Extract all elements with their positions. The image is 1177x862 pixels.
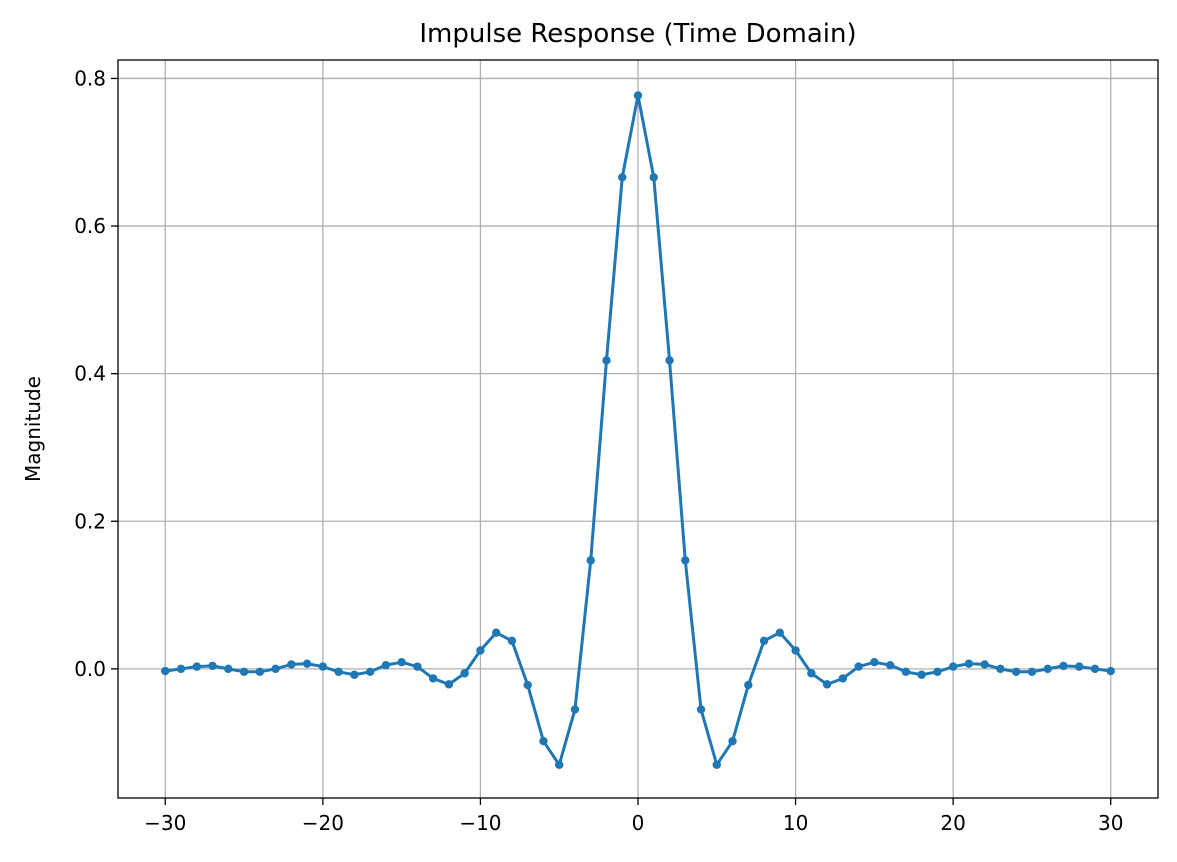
data-point: [744, 680, 753, 690]
x-tick-label: 10: [783, 811, 808, 835]
data-point: [996, 664, 1005, 674]
data-point: [271, 664, 280, 674]
grid: [118, 60, 1158, 798]
data-point: [933, 667, 942, 677]
data-point: [334, 667, 343, 677]
data-point: [1027, 667, 1037, 677]
data-point: [460, 669, 469, 678]
data-point: [302, 659, 312, 668]
x-tick-label: 0: [632, 811, 645, 835]
data-point: [885, 660, 895, 670]
y-tick-label: 0.6: [74, 214, 106, 238]
data-point: [476, 646, 485, 655]
data-point: [807, 669, 816, 678]
x-tick-label: −30: [144, 811, 186, 835]
data-point: [208, 661, 217, 671]
data-point: [618, 173, 627, 182]
y-tick-label: 0.8: [74, 66, 106, 90]
x-tick-label: −20: [302, 811, 344, 835]
data-point: [775, 628, 785, 637]
data-point: [555, 760, 564, 769]
data-point: [491, 628, 501, 637]
data-point: [507, 636, 517, 646]
data-point: [696, 705, 706, 714]
data-point: [964, 659, 974, 668]
data-point: [838, 674, 848, 683]
data-point: [224, 664, 233, 674]
data-point: [176, 664, 186, 674]
data-point: [239, 667, 249, 677]
data-point: [397, 658, 406, 667]
data-point: [1075, 662, 1084, 671]
data-point: [365, 667, 375, 677]
data-point: [854, 662, 863, 671]
data-point: [413, 662, 422, 671]
data-point: [728, 736, 737, 746]
data-point: [791, 646, 800, 655]
data-point: [649, 173, 658, 182]
data-point: [1106, 666, 1115, 676]
data-point: [759, 636, 769, 646]
data-point: [980, 660, 989, 669]
data-point: [1043, 664, 1052, 674]
data-point: [1059, 661, 1068, 671]
y-tick-label: 0.2: [74, 509, 106, 533]
data-point: [255, 667, 265, 677]
data-point: [1090, 664, 1100, 674]
data-point: [917, 670, 926, 679]
data-point: [586, 556, 595, 565]
data-point: [1011, 667, 1021, 677]
x-tick-label: −10: [459, 811, 501, 835]
x-tick-label: 20: [940, 811, 965, 835]
data-point: [444, 680, 454, 689]
x-tick-label: 30: [1098, 811, 1123, 835]
data-point: [539, 736, 548, 746]
plot-area: [161, 91, 1115, 769]
data-point: [381, 660, 391, 670]
y-tick-label: 0.0: [74, 657, 106, 681]
data-point: [602, 356, 611, 365]
y-axis-label: Magnitude: [21, 376, 45, 482]
data-point: [870, 658, 879, 667]
data-point: [192, 662, 201, 671]
data-point: [161, 666, 170, 676]
data-point: [633, 91, 643, 100]
y-tick-label: 0.4: [74, 362, 106, 386]
data-point: [822, 680, 832, 689]
data-point: [318, 662, 328, 671]
data-point: [665, 356, 674, 365]
data-point: [712, 760, 721, 769]
data-point: [948, 662, 958, 671]
chart-title: Impulse Response (Time Domain): [419, 19, 856, 49]
data-point: [681, 556, 690, 565]
data-point: [350, 670, 359, 679]
data-point: [287, 660, 296, 669]
axis-ticks: −30 −20 −10 0 10 20 30 0.0 0.2 0.4 0.6 0.8: [74, 66, 1123, 835]
data-point: [570, 705, 580, 714]
data-point: [428, 674, 438, 683]
data-point: [523, 680, 532, 690]
data-point: [901, 667, 911, 677]
